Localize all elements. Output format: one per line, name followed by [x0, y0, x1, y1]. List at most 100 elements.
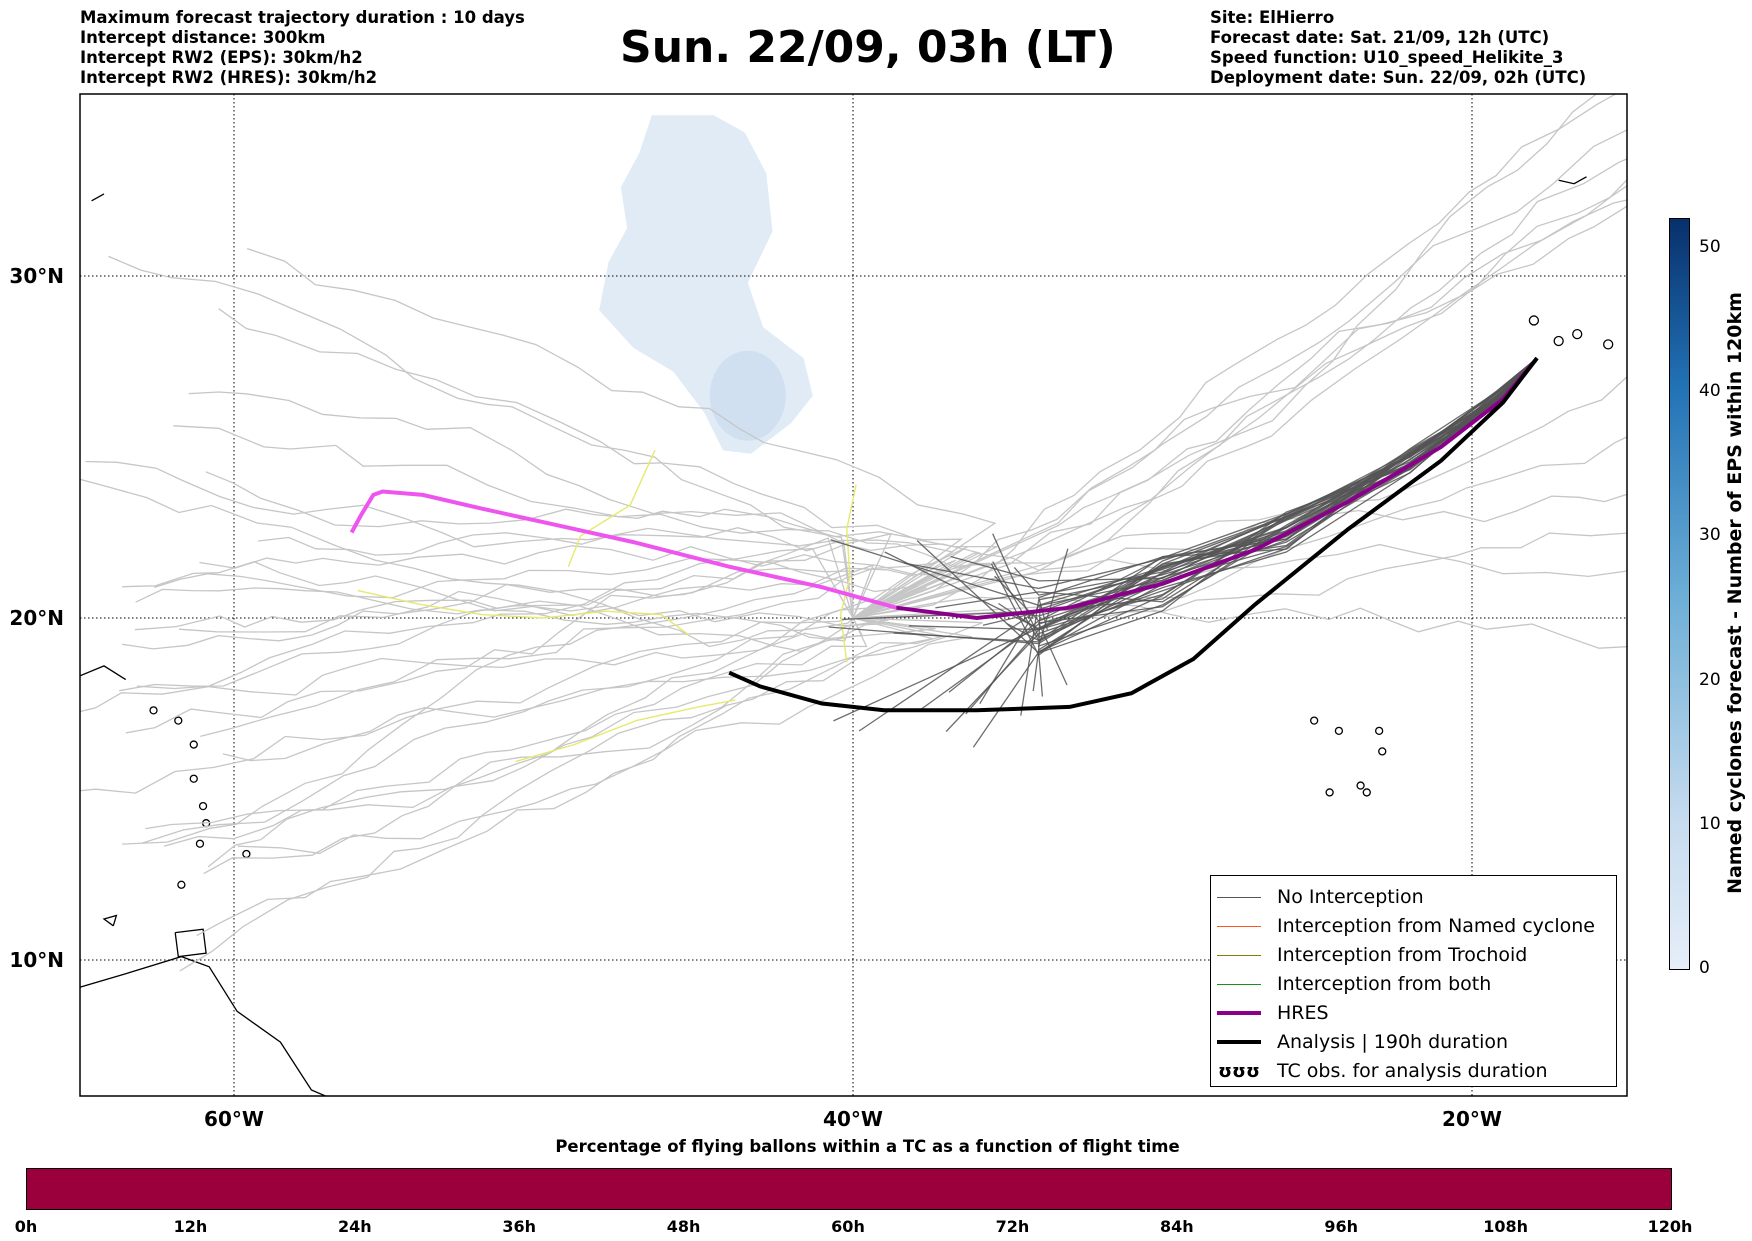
ensemble-trajectory	[852, 205, 1627, 619]
coastline-cape-verde-island	[1356, 781, 1365, 790]
coastline-cape-verde-island	[1362, 788, 1371, 797]
ensemble-trajectory	[200, 545, 969, 738]
coastline-antilles-island	[149, 706, 158, 715]
tc-obs-symbol: ʊʊʊ	[1218, 1060, 1260, 1082]
legend-item-no-interception: No Interception	[1211, 883, 1424, 911]
ensemble-trajectory	[80, 617, 854, 794]
lon-tick-label: 40°W	[823, 1107, 883, 1131]
colorbar-tick: 20	[1699, 669, 1721, 690]
coastline-cape-verde-island	[1375, 726, 1384, 736]
legend-item-tc-obs: ʊʊʊ TC obs. for analysis duration	[1211, 1057, 1547, 1085]
ensemble-trajectory	[207, 586, 927, 868]
ensemble-trajectory	[852, 178, 1627, 619]
coastline-canary-island	[1653, 326, 1662, 335]
flight-time-tick: 24h	[337, 1217, 372, 1236]
coastline-margarita	[102, 914, 118, 927]
legend-label: Interception from Trochoid	[1277, 944, 1528, 966]
header-left-line: Maximum forecast trajectory duration : 1…	[80, 8, 525, 27]
ensemble-trajectory	[218, 308, 998, 619]
coastline-antilles-island	[198, 801, 208, 811]
coastline-virgin-islands	[80, 665, 127, 681]
legend: No Interception Interception from Named …	[1210, 875, 1617, 1087]
colorbar-tick: 30	[1699, 525, 1721, 546]
colorbar-tick: 50	[1699, 236, 1721, 257]
trochoid-trajectory	[515, 699, 736, 763]
header-right-line: Deployment date: Sun. 22/09, 02h (UTC)	[1210, 68, 1587, 87]
legend-swatch	[1217, 1040, 1261, 1044]
coastline-cape-verde-island	[1334, 726, 1344, 736]
ensemble-trajectory	[136, 615, 897, 696]
no-interception-trajectory	[828, 357, 1538, 645]
coastline-cape-verde-island	[1378, 747, 1387, 756]
coastline-canary-island	[1528, 315, 1540, 326]
ensemble-trajectory	[154, 557, 919, 619]
ensemble-trajectory	[164, 617, 936, 847]
header-right-line: Site: ElHierro	[1210, 8, 1335, 27]
legend-item-trochoid: Interception from Trochoid	[1211, 941, 1527, 969]
coastline-cape-verde-island	[1325, 788, 1334, 797]
flight-time-tick: 72h	[995, 1217, 1030, 1236]
no-interception-trajectory	[998, 357, 1538, 631]
flight-time-tick: 36h	[502, 1217, 537, 1236]
trochoid-trajectories	[357, 450, 857, 763]
ensemble-trajectory	[205, 471, 964, 619]
flight-time-tick: 0h	[14, 1217, 38, 1236]
ensemble-trajectory	[222, 617, 983, 762]
cyclone-colorbar	[1669, 218, 1690, 970]
legend-item-analysis: Analysis | 190h duration	[1211, 1028, 1508, 1056]
flight-time-tick: 12h	[173, 1217, 208, 1236]
header-right-line: Speed function: U10_speed_Helikite_3	[1210, 48, 1564, 67]
ensemble-trajectory	[852, 543, 1627, 619]
no-interception-trajectory	[935, 357, 1538, 609]
ensemble-trajectory	[122, 537, 854, 650]
coastline-south-america	[80, 955, 328, 1096]
legend-item-both: Interception from both	[1211, 970, 1491, 998]
analysis-trajectory	[728, 356, 1539, 713]
colorbar-tick: 40	[1699, 381, 1721, 402]
flight-time-tick: 60h	[831, 1217, 865, 1236]
legend-swatch	[1217, 983, 1261, 985]
legend-label: No Interception	[1277, 886, 1424, 908]
lat-tick-label: 20°N	[9, 606, 64, 630]
ensemble-trajectory	[237, 617, 973, 855]
ensemble-trajectory	[852, 185, 1627, 619]
ensemble-trajectory	[80, 478, 854, 648]
lat-tick-label: 30°N	[9, 264, 64, 288]
legend-swatch	[1217, 896, 1261, 898]
legend-label: Interception from Named cyclone	[1277, 915, 1595, 937]
lat-tick-label: 10°N	[9, 948, 64, 972]
coastline-antilles-island	[177, 880, 186, 889]
main-trajectories	[349, 356, 1539, 713]
legend-swatch	[1217, 925, 1261, 927]
ensemble-trajectory	[246, 247, 997, 619]
legend-label: HRES	[1277, 1002, 1329, 1024]
ensemble-trajectory	[852, 376, 1627, 619]
coastline-antilles-island	[174, 716, 183, 725]
no-interception-trajectory	[1037, 357, 1538, 630]
ensemble-trajectory	[852, 94, 1617, 619]
ensemble-trajectory	[852, 199, 1627, 619]
legend-label: Interception from both	[1277, 973, 1492, 995]
cyclone-density-core	[709, 350, 786, 441]
coastline-canary-island	[1572, 328, 1583, 340]
no-interception-trajectory	[982, 357, 1538, 626]
no-interception-trajectory	[1006, 357, 1538, 642]
colorbar-tick: 0	[1699, 958, 1710, 978]
ensemble-trajectory	[179, 617, 889, 972]
no-interception-trajectory	[908, 357, 1538, 631]
coastline-canary-island	[1603, 339, 1614, 350]
no-interception-trajectory	[1037, 357, 1538, 686]
legend-swatch	[1217, 1011, 1261, 1015]
legend-swatch	[1217, 954, 1261, 956]
hres-trajectory-early	[349, 489, 897, 610]
flight-time-tick: 108h	[1483, 1217, 1528, 1236]
header-left-line: Intercept distance: 300km	[80, 28, 326, 47]
ensemble-trajectory	[135, 587, 854, 642]
coastline-trinidad	[174, 928, 207, 958]
no-interception-trajectory	[842, 357, 1538, 621]
legend-label: Analysis | 190h duration	[1277, 1031, 1509, 1053]
ensemble-trajectory	[852, 158, 1627, 619]
ensemble-trajectory	[142, 557, 943, 844]
background-trajectories	[80, 94, 1627, 972]
